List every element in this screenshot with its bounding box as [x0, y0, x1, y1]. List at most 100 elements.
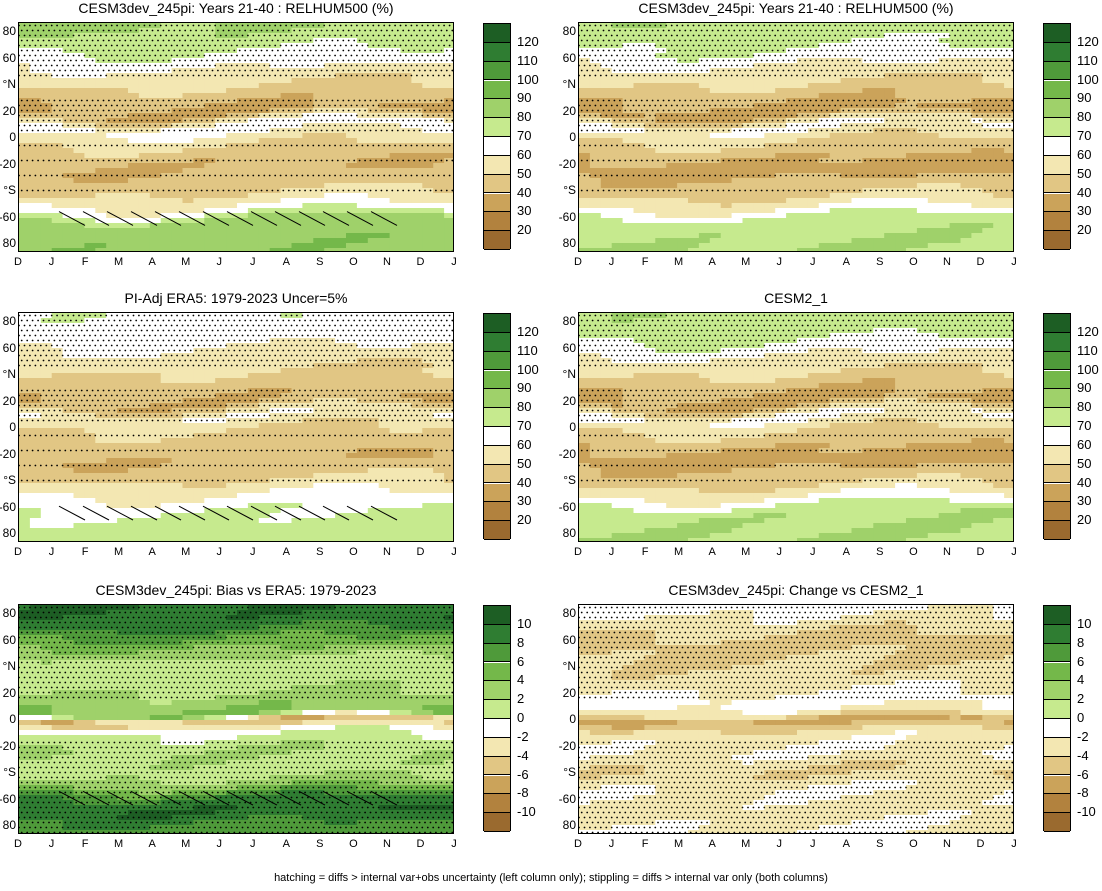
hatch-line: [202, 211, 230, 226]
heatmap-cell: [579, 93, 591, 99]
heatmap-cell: [840, 88, 853, 94]
heatmap-cell: [356, 128, 369, 134]
stipple-dot: [241, 124, 244, 127]
heatmap-cell: [422, 228, 434, 234]
stipple-dot: [402, 99, 405, 102]
stipple-dot: [61, 74, 64, 77]
stipple-dot: [121, 174, 124, 177]
heatmap-cell: [40, 38, 53, 44]
heatmap-cell: [422, 153, 434, 159]
heatmap-cell: [19, 28, 31, 34]
heatmap-cell: [160, 128, 173, 134]
heatmap-cell: [589, 138, 602, 144]
heatmap-cell: [378, 108, 391, 114]
heatmap-cell: [215, 223, 227, 229]
stipple-dot: [257, 144, 260, 147]
heatmap-cell: [389, 138, 402, 144]
heatmap-cell: [579, 148, 591, 154]
heatmap-cell: [106, 248, 118, 251]
heatmap-cell: [367, 108, 380, 114]
heatmap-cell: [938, 108, 951, 114]
heatmap-cell: [226, 198, 238, 204]
stipple-dot: [219, 104, 222, 107]
stipple-dot: [388, 54, 391, 57]
stipple-dot: [421, 144, 424, 147]
heatmap-cell: [433, 193, 445, 199]
heatmap-cell: [1004, 28, 1013, 34]
heatmap-cell: [971, 88, 983, 94]
stipple-dot: [287, 39, 290, 42]
heatmap-cell: [688, 83, 700, 89]
heatmap-cell: [389, 218, 402, 224]
stipple-dot: [307, 114, 309, 117]
stipple-dot: [132, 114, 135, 117]
hatch-line: [106, 211, 134, 226]
stipple-dot: [443, 44, 445, 47]
heatmap-cell: [916, 153, 929, 159]
stipple-dot: [336, 29, 339, 32]
stipple-dot: [203, 24, 206, 27]
stipple-dot: [388, 34, 391, 37]
heatmap-cell: [138, 228, 151, 234]
heatmap-cell: [851, 83, 863, 89]
heatmap-cell: [786, 98, 798, 104]
heatmap-cell: [444, 183, 453, 189]
stipple-dot: [377, 114, 380, 117]
colorbar-label: 20: [517, 222, 531, 237]
stipple-dot: [217, 99, 219, 102]
stipple-dot: [78, 114, 80, 117]
stipple-dot: [200, 49, 203, 52]
stipple-dot: [358, 49, 361, 52]
heatmap-cell: [775, 118, 787, 124]
heatmap-cell: [389, 133, 402, 139]
heatmap-cell: [895, 48, 907, 54]
stipple-dot: [23, 74, 26, 77]
stipple-dot: [116, 24, 118, 27]
stipple-dot: [282, 159, 285, 162]
stipple-dot: [211, 129, 214, 132]
heatmap-cell: [400, 78, 412, 84]
heatmap-cell: [688, 148, 700, 154]
heatmap-cell: [807, 38, 820, 44]
stipple-dot: [238, 189, 241, 192]
stipple-dot: [380, 49, 383, 52]
stipple-dot: [146, 49, 148, 52]
stipple-dot: [298, 159, 301, 162]
heatmap-cell: [19, 98, 31, 104]
heatmap-cell: [655, 153, 667, 159]
heatmap-cell: [971, 68, 983, 74]
stipple-dot: [230, 174, 233, 177]
hatch-line: [274, 211, 302, 226]
stipple-dot: [451, 59, 453, 62]
stipple-dot: [257, 114, 260, 117]
heatmap-cell: [949, 38, 962, 44]
heatmap-cell: [982, 88, 994, 94]
stipple-dot: [67, 104, 69, 107]
heatmap-cell: [367, 148, 380, 154]
stipple-dot: [336, 59, 339, 62]
heatmap-cell: [149, 238, 162, 244]
heatmap-cell: [193, 98, 205, 104]
stipple-dot: [399, 74, 402, 77]
stipple-dot: [328, 124, 331, 127]
heatmap-cell: [313, 218, 325, 224]
heatmap-cell: [269, 183, 282, 189]
stipple-dot: [151, 59, 154, 62]
heatmap-cell: [171, 228, 184, 234]
heatmap-cell: [193, 138, 205, 144]
heatmap-cell: [731, 38, 744, 44]
heatmap-cell: [73, 93, 85, 99]
heatmap-cell: [807, 83, 820, 89]
heatmap-cell: [280, 68, 293, 74]
stipple-dot: [184, 99, 187, 102]
heatmap-cell: [589, 68, 602, 74]
stipple-dot: [451, 189, 453, 192]
stipple-dot: [72, 24, 75, 27]
stipple-dot: [72, 54, 75, 57]
stipple-dot: [56, 124, 58, 127]
stipple-dot: [353, 129, 356, 132]
heatmap-cell: [742, 78, 754, 84]
heatmap-cell: [237, 218, 249, 224]
stipple-dot: [50, 54, 53, 57]
stipple-dot: [75, 29, 78, 32]
